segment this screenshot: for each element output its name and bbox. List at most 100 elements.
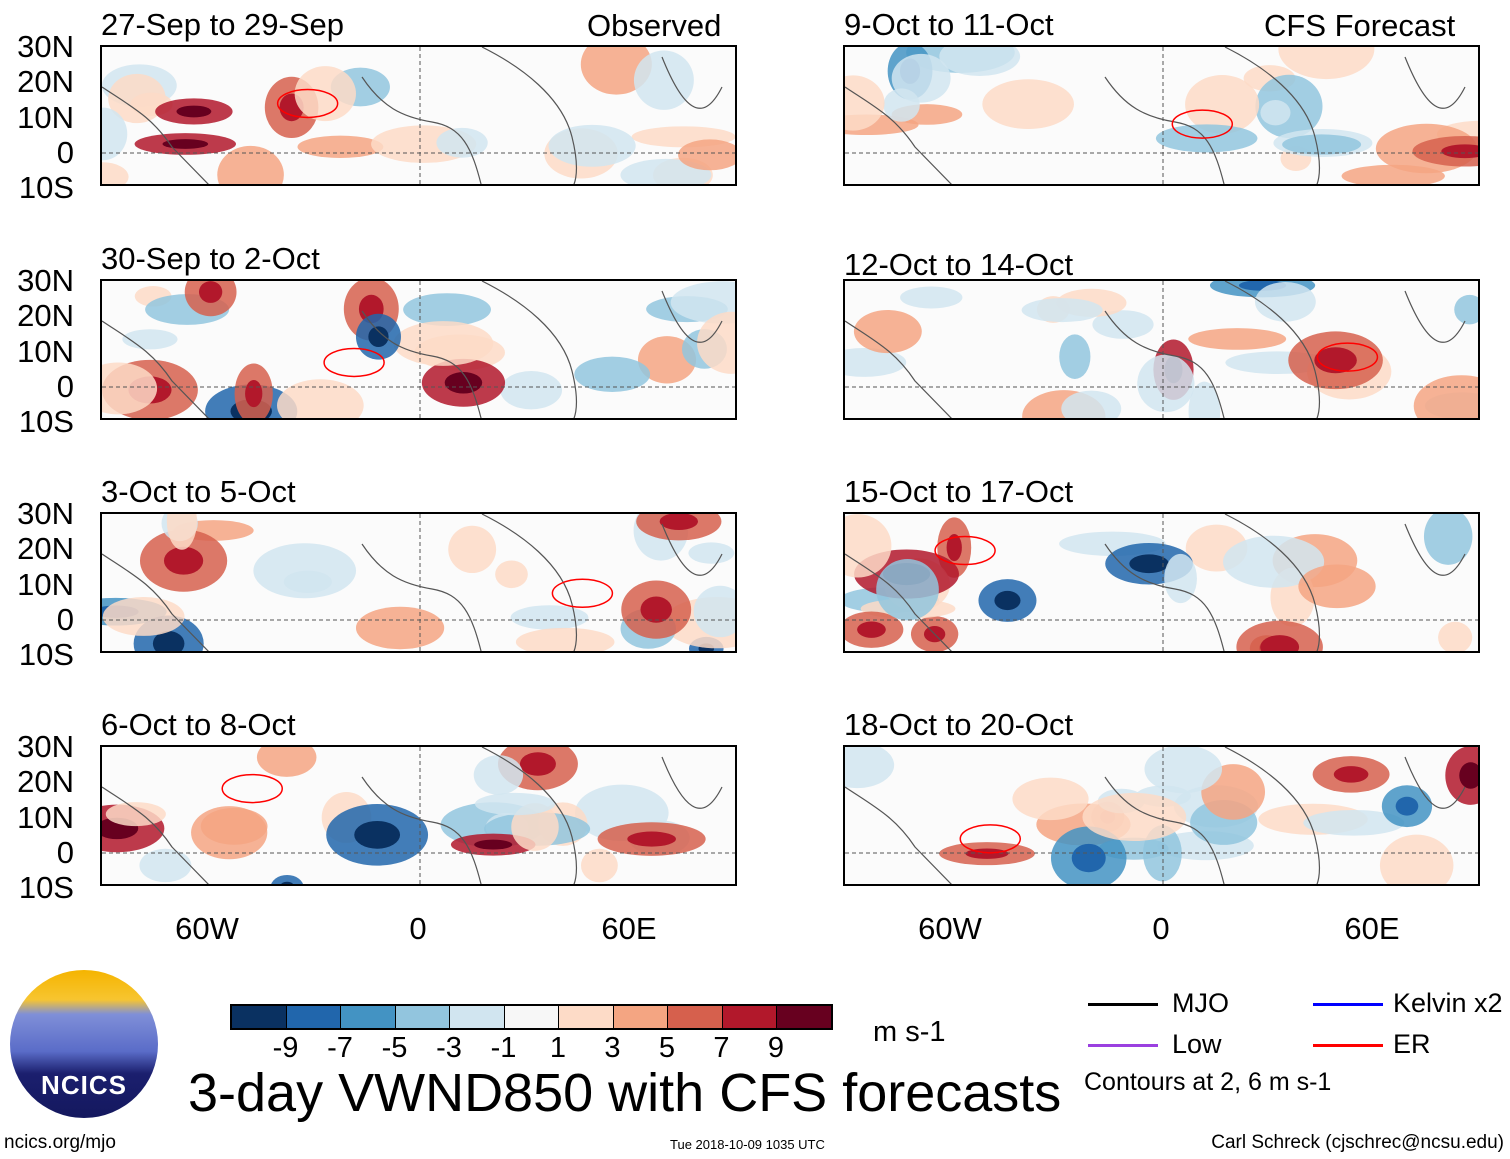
- colorbar-swatch: [232, 1006, 287, 1028]
- anomaly-blob: [581, 848, 618, 883]
- anomaly-blob: [845, 347, 907, 377]
- anomaly-blob: [105, 802, 166, 827]
- coastline: [102, 514, 723, 651]
- anomaly-blob: [1303, 810, 1405, 836]
- anomaly-blob: [448, 525, 497, 574]
- anomaly-blob: [271, 875, 304, 884]
- anomaly-blob: [693, 585, 735, 638]
- y-tick-label: 20N: [17, 64, 74, 100]
- anomaly-core: [994, 590, 1021, 611]
- anomaly-blob: [845, 75, 885, 131]
- colorbar-swatch: [504, 1006, 559, 1028]
- contour-note: Contours at 2, 6 m s-1: [1084, 1068, 1332, 1096]
- low-legend-line: [1088, 1044, 1158, 1047]
- anomaly-core: [152, 631, 185, 651]
- y-tick-label: 10S: [18, 170, 74, 206]
- map-panel: [843, 279, 1480, 420]
- x-tick-label: 0: [1152, 911, 1170, 946]
- logo-text: NCICS: [41, 1070, 127, 1100]
- anomaly-blob: [670, 281, 735, 324]
- y-tick-label: 30N: [17, 29, 74, 64]
- anomaly-core: [627, 831, 676, 847]
- anomaly-blob: [1260, 99, 1291, 126]
- anomaly-blob: [1438, 621, 1473, 651]
- legend-kelvin: Kelvin x2: [1393, 988, 1503, 1018]
- map-panel: [843, 745, 1480, 886]
- er-contour: [959, 824, 1022, 854]
- map-panel: [100, 45, 737, 186]
- colorbar-swatch: [613, 1006, 668, 1028]
- anomaly-blob: [102, 596, 185, 636]
- panel-title: 6-Oct to 8-Oct: [101, 707, 296, 742]
- footer-url[interactable]: ncics.org/mjo: [4, 1132, 116, 1153]
- y-tick-label: 30N: [17, 729, 74, 764]
- colorbar-label: -5: [381, 1032, 408, 1064]
- legend-er: ER: [1393, 1029, 1431, 1059]
- anomaly-core: [281, 881, 294, 884]
- anomaly-blob: [1223, 535, 1325, 588]
- anomaly-core: [1441, 144, 1478, 159]
- y-tick-label: 0: [56, 601, 74, 637]
- anomaly-core: [659, 514, 698, 530]
- colorbar-label: 9: [767, 1032, 785, 1064]
- colorbar-label: 5: [658, 1032, 676, 1064]
- coastline: [102, 47, 723, 184]
- anomaly-blob: [1454, 294, 1478, 325]
- y-tick-label: 10S: [18, 870, 74, 906]
- panel-title: 18-Oct to 20-Oct: [844, 707, 1074, 742]
- anomaly-blob: [500, 371, 563, 410]
- anomaly-blob: [982, 79, 1074, 130]
- anomaly-blob: [1137, 354, 1195, 413]
- anomaly-blob: [139, 848, 192, 883]
- anomaly-blob: [1082, 792, 1187, 842]
- y-tick-label: 10S: [18, 404, 74, 440]
- footer-timestamp: Tue 2018-10-09 1035 UTC: [670, 1137, 825, 1152]
- colorbar-label: -7: [327, 1032, 353, 1064]
- anomaly-blob: [1298, 564, 1376, 609]
- anomaly-blob: [355, 606, 445, 650]
- panel-title: 3-Oct to 5-Oct: [101, 474, 296, 509]
- y-tick-label: 10N: [17, 99, 74, 135]
- x-tick-label: 60W: [918, 911, 982, 946]
- anomaly-blob: [1012, 777, 1089, 821]
- er-contour: [1316, 342, 1379, 372]
- anomaly-blob: [697, 311, 735, 374]
- anomaly-blob: [102, 107, 128, 161]
- anomaly-core: [1129, 554, 1169, 574]
- anomaly-core: [354, 820, 401, 849]
- colorbar-swatch: [722, 1006, 777, 1028]
- y-tick-label: 0: [56, 834, 74, 870]
- map-panel: [100, 279, 737, 420]
- anomaly-blob: [217, 145, 284, 184]
- legend-low: Low: [1172, 1029, 1222, 1059]
- observed-label: Observed: [587, 8, 722, 43]
- y-tick-label: 20N: [17, 531, 74, 567]
- anomaly-blob: [1379, 834, 1454, 884]
- anomaly-blob: [1413, 375, 1478, 418]
- kelvin-legend-line: [1313, 1003, 1383, 1006]
- anomaly-core: [198, 281, 223, 303]
- er-contour: [934, 535, 996, 566]
- anomaly-core: [1071, 843, 1106, 873]
- cfs-forecast-label: CFS Forecast: [1264, 8, 1456, 43]
- y-tick-label: 30N: [17, 263, 74, 298]
- anomaly-core: [640, 596, 672, 623]
- panel-title: 27-Sep to 29-Sep: [101, 7, 345, 42]
- anomaly-blob: [633, 50, 694, 110]
- y-tick-label: 20N: [17, 764, 74, 800]
- anomaly-blob: [510, 605, 589, 630]
- colorbar-label: 3: [604, 1032, 621, 1064]
- y-tick-label: 0: [56, 134, 74, 170]
- anomaly-blob: [294, 66, 356, 122]
- anomaly-blob: [473, 755, 524, 795]
- anomaly-blob: [436, 127, 488, 158]
- x-tick-label: 60W: [175, 911, 239, 946]
- y-tick-label: 10S: [18, 637, 74, 673]
- anomaly-blob: [102, 162, 129, 184]
- y-tick-label: 20N: [17, 298, 74, 334]
- anomaly-blob: [1278, 47, 1375, 80]
- anomaly-core: [368, 326, 389, 348]
- anomaly-blob: [688, 542, 735, 564]
- colorbar-units: m s-1: [873, 1016, 946, 1048]
- y-tick-label: 10N: [17, 333, 74, 369]
